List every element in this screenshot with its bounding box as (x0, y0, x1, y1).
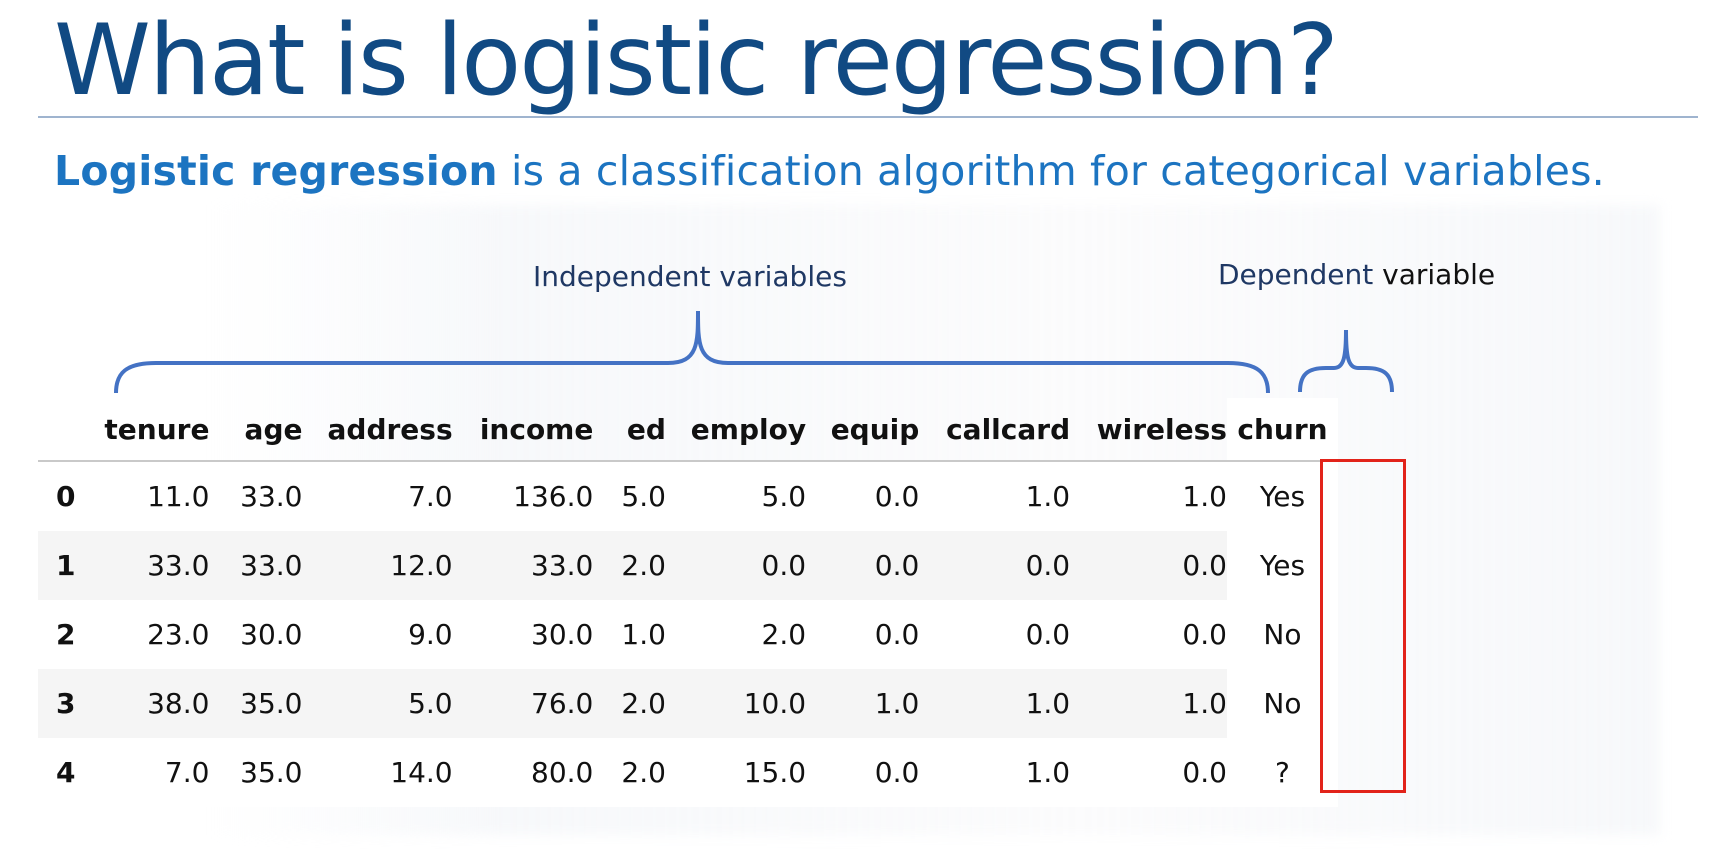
churn-column-header: churn (1226, 398, 1338, 462)
table-cell: 33.0 (147, 549, 210, 582)
independent-brace (114, 310, 1270, 394)
table-cell: 11.0 (147, 480, 210, 513)
churn-cell: No (1226, 669, 1338, 738)
table-row: 4 7.0 35.0 14.0 80.0 2.0 15.0 0.0 1.0 0.… (38, 738, 1338, 807)
table-cell: 38.0 (147, 687, 210, 720)
table-cell: 33.0 (240, 549, 303, 582)
column-header: wireless (1070, 398, 1227, 462)
table-cell: 76.0 (531, 687, 594, 720)
row-index: 2 (56, 618, 76, 651)
table-cell: 0.0 (1182, 549, 1227, 582)
table-cell: 1.0 (1182, 687, 1227, 720)
table-cell: 1.0 (1025, 480, 1071, 513)
table-cell: 35.0 (240, 687, 303, 720)
row-index: 4 (56, 756, 76, 789)
row-index: 1 (56, 549, 76, 582)
dataframe-table-wrap: tenure age address income ed employ equi… (38, 398, 1338, 807)
table-cell: 0.0 (874, 618, 920, 651)
table-cell: 30.0 (531, 618, 594, 651)
table-cell: 5.0 (408, 687, 453, 720)
column-header: age (209, 398, 303, 462)
table-cell: 2.0 (761, 618, 807, 651)
dependent-brace (1298, 329, 1394, 393)
table-cell: 15.0 (743, 756, 807, 789)
table-cell: 1.0 (1182, 480, 1227, 513)
slide-subtitle: Logistic regression is a classification … (54, 147, 1605, 195)
table-cell: 1.0 (1025, 687, 1071, 720)
background-watermark (210, 205, 1660, 835)
table-cell: 136.0 (513, 480, 594, 513)
table-row: 1 33.0 33.0 12.0 33.0 2.0 0.0 0.0 0.0 0.… (38, 531, 1338, 600)
table-row: 3 38.0 35.0 5.0 76.0 2.0 10.0 1.0 1.0 1.… (38, 669, 1338, 738)
table-cell: 1.0 (1025, 756, 1071, 789)
dataframe-table: tenure age address income ed employ equi… (38, 398, 1338, 807)
table-cell: 0.0 (874, 480, 920, 513)
column-header: equip (806, 398, 920, 462)
table-cell: 1.0 (874, 687, 920, 720)
title-divider (38, 116, 1698, 118)
table-header-row: tenure age address income ed employ equi… (38, 398, 1338, 462)
table-row: 2 23.0 30.0 9.0 30.0 1.0 2.0 0.0 0.0 0.0… (38, 600, 1338, 669)
table-cell: 2.0 (621, 687, 666, 720)
table-cell: 0.0 (1182, 618, 1227, 651)
subtitle-definition: is a classification algorithm for catego… (497, 147, 1605, 195)
table-cell: 7.0 (164, 756, 210, 789)
table-cell: 0.0 (874, 756, 920, 789)
dependent-variable-label: Dependent variable (1218, 258, 1495, 291)
table-cell: 7.0 (408, 480, 453, 513)
column-header: employ (665, 398, 807, 462)
subtitle-bold-term: Logistic regression (54, 147, 498, 195)
table-cell: 1.0 (621, 618, 666, 651)
table-cell: 0.0 (874, 549, 920, 582)
table-cell: 10.0 (743, 687, 807, 720)
churn-highlight-box (1320, 459, 1406, 793)
churn-cell: No (1226, 600, 1338, 669)
row-index: 3 (56, 687, 76, 720)
table-cell: 33.0 (240, 480, 303, 513)
table-cell: 5.0 (761, 480, 807, 513)
churn-cell: ? (1226, 738, 1338, 807)
table-cell: 14.0 (390, 756, 453, 789)
table-cell: 0.0 (1182, 756, 1227, 789)
row-index: 0 (56, 480, 76, 513)
table-cell: 2.0 (621, 549, 666, 582)
column-header: tenure (104, 398, 210, 462)
churn-cell: Yes (1226, 461, 1338, 531)
dependent-word: Dependent (1218, 258, 1374, 291)
column-header: address (302, 398, 453, 462)
table-cell: 35.0 (240, 756, 303, 789)
table-cell: 2.0 (621, 756, 666, 789)
table-cell: 23.0 (147, 618, 210, 651)
table-cell: 0.0 (1025, 549, 1071, 582)
churn-cell: Yes (1226, 531, 1338, 600)
column-header: income (452, 398, 594, 462)
table-cell: 0.0 (1025, 618, 1071, 651)
table-cell: 9.0 (408, 618, 453, 651)
table-cell: 12.0 (390, 549, 453, 582)
table-cell: 80.0 (531, 756, 594, 789)
table-cell: 33.0 (531, 549, 594, 582)
table-cell: 0.0 (761, 549, 807, 582)
index-header (38, 398, 105, 462)
table-cell: 5.0 (621, 480, 666, 513)
slide-title: What is logistic regression? (54, 4, 1339, 118)
column-header: ed (593, 398, 666, 462)
variable-word: variable (1373, 258, 1496, 291)
table-row: 0 11.0 33.0 7.0 136.0 5.0 5.0 0.0 1.0 1.… (38, 461, 1338, 531)
independent-variables-label: Independent variables (533, 260, 847, 293)
column-header: callcard (919, 398, 1071, 462)
table-cell: 30.0 (240, 618, 303, 651)
